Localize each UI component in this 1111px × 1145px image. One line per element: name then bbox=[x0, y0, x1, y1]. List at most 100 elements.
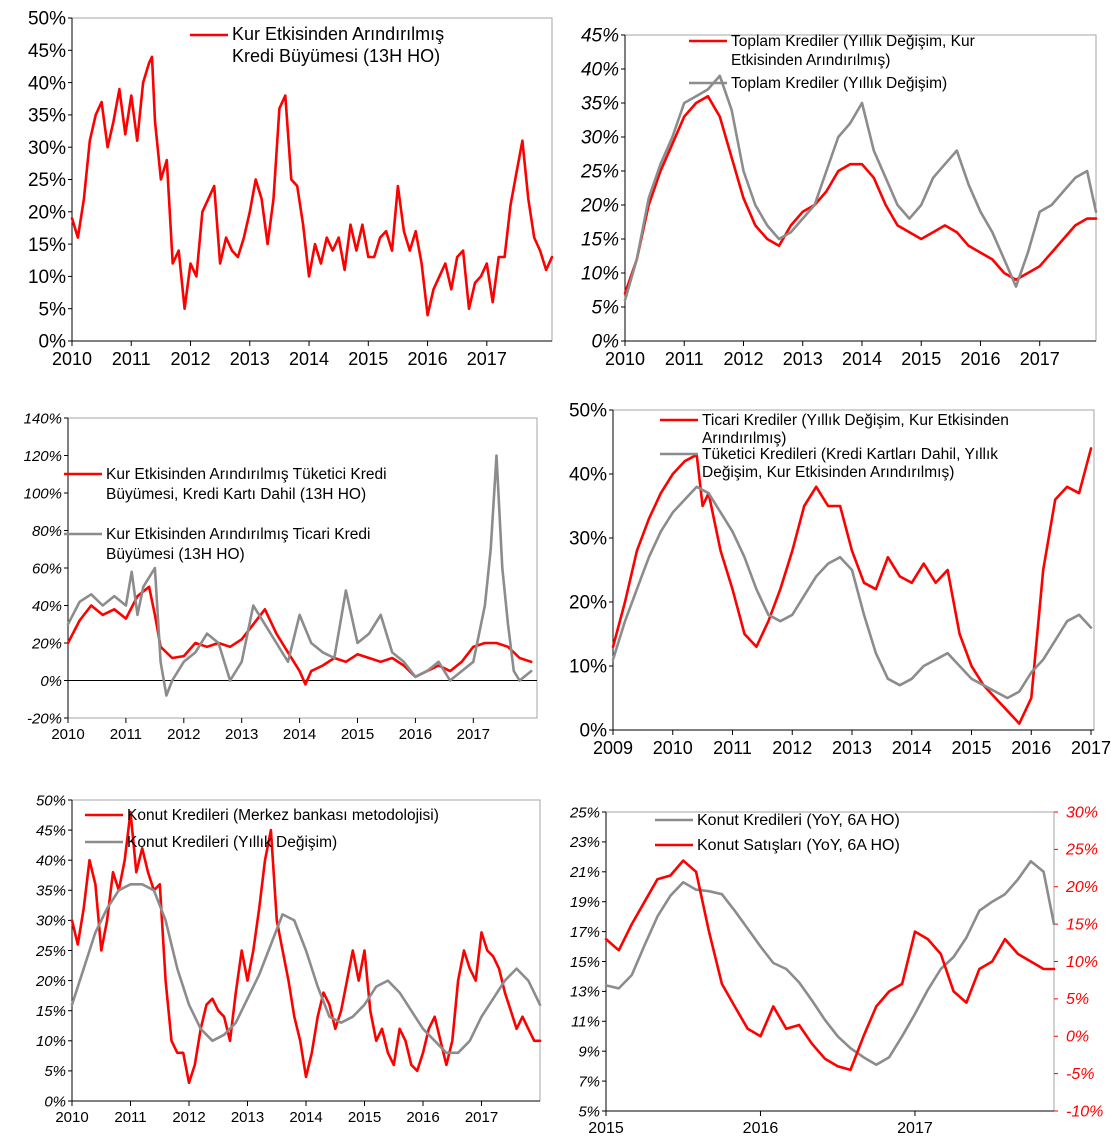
x-tick-label: 2015 bbox=[901, 349, 941, 369]
x-tick-label: 2013 bbox=[230, 349, 270, 369]
y-tick-label: 40% bbox=[569, 465, 607, 486]
legend-label: Kredi Büyümesi (13H HO) bbox=[232, 46, 440, 66]
y-tick-label: 5% bbox=[592, 298, 620, 319]
legend-label: Kur Etkisinden Arındırılmış bbox=[232, 24, 444, 44]
y-tick-label: 0% bbox=[592, 332, 620, 353]
y-tick-label: 140% bbox=[24, 410, 62, 427]
y-tick-label: 13% bbox=[570, 984, 600, 1001]
y2-tick-label: 5% bbox=[1066, 991, 1089, 1008]
legend-label: Büyümesi, Kredi Kartı Dahil (13H HO) bbox=[106, 486, 366, 503]
y-tick-label: 15% bbox=[28, 235, 66, 256]
series-line-1 bbox=[70, 55, 554, 317]
plot-frame bbox=[67, 417, 538, 719]
y-tick-label: 50% bbox=[36, 792, 66, 809]
legend: Toplam Krediler (Yıllık Değişim, Kur Etki… bbox=[689, 33, 975, 92]
y-tick-label: 5% bbox=[578, 1103, 600, 1120]
y-tick-label: 0% bbox=[44, 1093, 66, 1110]
y2-tick-label: 0% bbox=[1066, 1029, 1089, 1046]
x-tick-label: 2014 bbox=[892, 738, 932, 758]
y-tick-label: 25% bbox=[569, 804, 600, 821]
y-tick-label: 19% bbox=[570, 894, 600, 911]
series-line-1 bbox=[70, 810, 542, 1085]
x-tick-label: 2011 bbox=[110, 726, 142, 743]
y-tick-label: 0% bbox=[580, 721, 608, 742]
y2-tick-label: 30% bbox=[1066, 804, 1098, 821]
y-tick-label: 0% bbox=[40, 673, 62, 690]
legend-label: Tüketici Kredileri (Kredi Kartları Dahil… bbox=[702, 446, 998, 463]
x-tick-label: 2016 bbox=[743, 1120, 779, 1137]
y-tick-label: 40% bbox=[36, 852, 66, 869]
y-tick-label: 17% bbox=[570, 924, 600, 941]
y2-tick-label: 15% bbox=[1066, 916, 1098, 933]
y-tick-label: 30% bbox=[569, 529, 607, 550]
y-tick-label: 35% bbox=[28, 106, 66, 127]
y-tick-label: 10% bbox=[581, 264, 619, 285]
legend-label: Toplam Krediler (Yıllık Değişim) bbox=[731, 75, 947, 92]
y-tick-label: 15% bbox=[581, 230, 619, 251]
y-tick-label: 45% bbox=[36, 822, 66, 839]
series-line-2 bbox=[70, 882, 542, 1055]
chart-c1: 0% 5% 10% 15% 20% 25% 30% 35% 40% 45% 50% 2010 2011 2… bbox=[28, 9, 554, 369]
y-tick-label: 5% bbox=[44, 1063, 66, 1080]
x-tick-label: 2010 bbox=[653, 738, 693, 758]
y-tick-label: 40% bbox=[581, 60, 619, 81]
legend: Ticari Krediler (Yıllık Değişim, Kur Etk… bbox=[660, 412, 1009, 481]
series-line-2 bbox=[623, 74, 1098, 302]
chart-c3: -20% 0% 20% 40% 60% 80% 100% 120% 140% 2010 2011 20… bbox=[24, 410, 538, 743]
legend: Konut Kredileri (YoY, 6A HO) Konut Satışl… bbox=[655, 812, 900, 854]
x-tick-label: 2012 bbox=[167, 726, 200, 743]
y-tick-label: 0% bbox=[39, 332, 67, 353]
legend-label: Büyümesi (13H HO) bbox=[106, 546, 245, 563]
x-tick-label: 2017 bbox=[465, 1109, 498, 1126]
x-tick-label: 2017 bbox=[897, 1120, 933, 1137]
x-tick-label: 2009 bbox=[593, 738, 633, 758]
x-tick-label: 2012 bbox=[170, 349, 210, 369]
y-tick-label: 23% bbox=[569, 834, 600, 851]
y-tick-label: 50% bbox=[569, 401, 607, 422]
x-tick-label: 2010 bbox=[52, 349, 92, 369]
x-tick-label: 2011 bbox=[112, 349, 151, 369]
legend-label: Ticari Krediler (Yıllık Değişim, Kur Etk… bbox=[702, 412, 1009, 429]
x-tick-label: 2012 bbox=[723, 349, 763, 369]
x-tick-label: 2017 bbox=[1071, 738, 1111, 758]
x-tick-label: 2016 bbox=[406, 1109, 439, 1126]
y-tick-label: 15% bbox=[36, 1003, 66, 1020]
y-tick-label: 20% bbox=[569, 593, 607, 614]
x-tick-label: 2011 bbox=[665, 349, 704, 369]
y-tick-label: 35% bbox=[36, 883, 66, 900]
series-line-1 bbox=[604, 859, 1056, 1066]
x-tick-label: 2015 bbox=[341, 726, 374, 743]
x-tick-label: 2010 bbox=[605, 349, 645, 369]
y-tick-label: 120% bbox=[24, 448, 62, 465]
y-tick-label: 9% bbox=[578, 1043, 600, 1060]
x-tick-label: 2012 bbox=[772, 738, 812, 758]
y2-tick-label: 20% bbox=[1065, 879, 1098, 896]
y2-tick-label: -10% bbox=[1066, 1103, 1103, 1120]
y2-tick-label: 10% bbox=[1066, 954, 1098, 971]
y-tick-label: 40% bbox=[28, 73, 66, 94]
y-tick-label: 10% bbox=[28, 267, 66, 288]
x-tick-label: 2016 bbox=[960, 349, 1000, 369]
legend-label: Konut Kredileri (Yıllık Değişim) bbox=[127, 834, 337, 851]
legend-label: Değişim, Kur Etkisinden Arındırılmış) bbox=[702, 464, 954, 481]
chart-c2: 0% 5% 10% 15% 20% 25% 30% 35% 40% 45% 2010 2011 2012… bbox=[580, 26, 1098, 369]
x-tick-label: 2014 bbox=[289, 1109, 322, 1126]
y-tick-label: 21% bbox=[569, 864, 600, 881]
y-tick-label: 20% bbox=[28, 202, 66, 223]
y-tick-label: 45% bbox=[28, 41, 66, 62]
legend-label: Konut Kredileri (Merkez bankası metodolo… bbox=[127, 807, 439, 824]
x-tick-label: 2012 bbox=[172, 1109, 205, 1126]
y-tick-label: 60% bbox=[32, 560, 62, 577]
y-tick-label: 20% bbox=[31, 635, 62, 652]
y-tick-label: 100% bbox=[24, 485, 62, 502]
y-tick-label: -20% bbox=[27, 710, 62, 727]
x-tick-label: 2013 bbox=[783, 349, 823, 369]
y2-tick-label: -5% bbox=[1066, 1066, 1094, 1083]
y-tick-label: 10% bbox=[569, 657, 607, 678]
y-tick-label: 30% bbox=[581, 128, 619, 149]
x-tick-label: 2017 bbox=[467, 349, 507, 369]
x-tick-label: 2014 bbox=[289, 349, 329, 369]
x-tick-label: 2017 bbox=[1020, 349, 1060, 369]
